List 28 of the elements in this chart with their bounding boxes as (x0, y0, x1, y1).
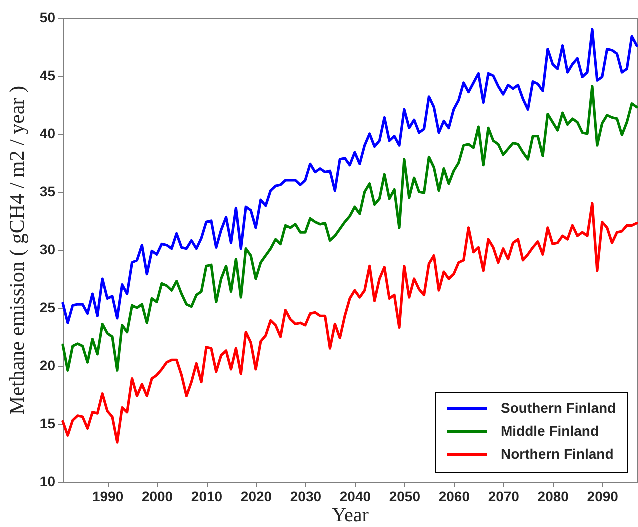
x-tick-label: 2060 (438, 488, 470, 504)
x-tick-label: 2040 (340, 488, 372, 504)
y-tick-label: 15 (40, 416, 56, 432)
y-tick-label: 35 (40, 184, 56, 200)
y-tick-label: 45 (40, 68, 56, 84)
x-tick-label: 1990 (92, 488, 124, 504)
x-tick-label: 2020 (240, 488, 272, 504)
y-tick-label: 30 (40, 242, 56, 258)
x-tick-label: 2010 (191, 488, 223, 504)
y-tick-label: 10 (40, 474, 56, 490)
x-tick-label: 2050 (389, 488, 421, 504)
x-tick-label: 2030 (290, 488, 322, 504)
y-tick-label: 25 (40, 300, 56, 316)
line-series (62, 28, 638, 324)
x-tick-label: 2080 (538, 488, 570, 504)
legend-label: Southern Finland (501, 400, 616, 416)
x-tick-label: 2090 (587, 488, 619, 504)
legend-label: Middle Finland (501, 423, 599, 439)
legend-label: Northern Finland (501, 446, 614, 462)
y-tick-label: 40 (40, 126, 56, 142)
x-tick-label: 2070 (488, 488, 520, 504)
x-axis-title: Year (332, 504, 370, 526)
x-tick-label: 2000 (142, 488, 174, 504)
y-axis-title: Methane emission ( gCH4 / m2 / year ) (4, 86, 29, 415)
y-tick-label: 50 (40, 10, 56, 26)
y-tick-label: 20 (40, 358, 56, 374)
line-series (62, 85, 638, 372)
line-series (62, 202, 638, 444)
